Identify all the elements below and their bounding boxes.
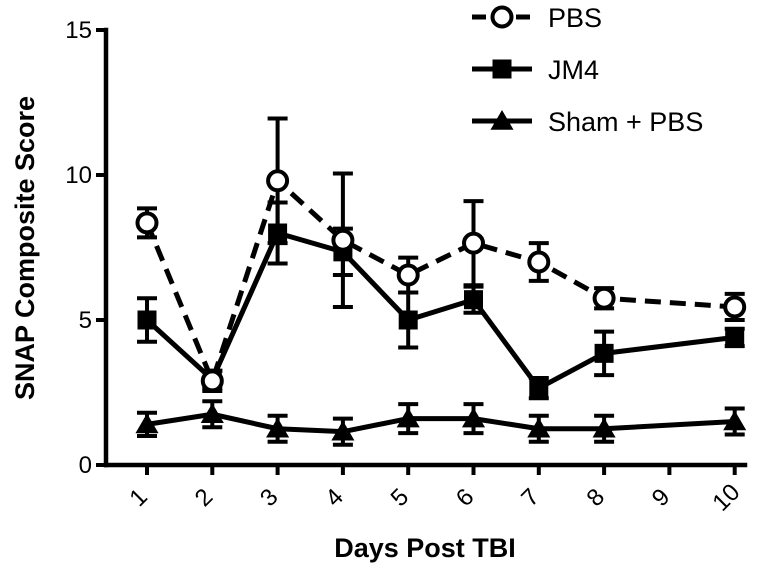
legend-label: JM4: [548, 55, 599, 85]
legend-item: PBS: [472, 3, 602, 33]
x-tick-label: 5: [386, 483, 415, 512]
x-tick-label: 3: [255, 483, 284, 512]
data-point: [464, 290, 483, 310]
data-point: [396, 263, 420, 287]
data-point: [725, 327, 745, 347]
data-point: [723, 410, 747, 431]
data-point: [331, 228, 355, 252]
x-tick-label: 2: [190, 483, 219, 512]
data-point: [266, 417, 290, 438]
data-point: [462, 231, 485, 255]
series-pbs: [135, 116, 747, 394]
legend: PBS JM4 Sham + PBS: [472, 3, 703, 137]
y-tick-label: 15: [65, 17, 92, 44]
y-tick-label: 5: [79, 307, 92, 334]
data-point: [396, 407, 420, 428]
data-point: [200, 403, 224, 424]
series-sham-pbs: [135, 399, 747, 447]
x-tick-label: 7: [516, 483, 545, 512]
x-tick-label: 1: [124, 483, 153, 512]
data-point: [135, 413, 159, 434]
x-tick-label: 10: [707, 479, 745, 517]
data-point: [135, 211, 159, 235]
series-line: [146, 411, 735, 435]
data-point: [723, 295, 747, 319]
data-point: [266, 169, 290, 193]
data-point: [594, 343, 614, 363]
data-point: [592, 417, 616, 438]
x-tick-label: 4: [320, 483, 349, 512]
x-tick-label: 9: [647, 483, 676, 512]
data-point: [527, 250, 551, 274]
legend-label: Sham + PBS: [548, 107, 703, 137]
legend-label: PBS: [548, 3, 602, 33]
legend-item: JM4: [472, 55, 599, 85]
data-point: [527, 417, 551, 438]
y-tick-label: 0: [79, 452, 92, 479]
axes: [103, 27, 748, 468]
x-tick-label: 6: [451, 483, 480, 512]
legend-marker: [490, 5, 514, 29]
data-point: [592, 286, 616, 310]
series-line: [145, 230, 736, 391]
data-point: [200, 369, 224, 393]
y-axis-title: SNAP Composite Score: [10, 96, 40, 400]
data-point: [137, 310, 157, 330]
x-tick-label: 8: [582, 483, 611, 512]
legend-marker: [490, 110, 514, 130]
series-line: [144, 178, 735, 384]
plot-area: [135, 116, 747, 447]
legend-marker: [492, 59, 512, 79]
y-tick-label: 10: [65, 162, 92, 189]
data-point: [331, 420, 355, 441]
data-point: [529, 378, 549, 398]
data-point: [398, 310, 418, 330]
x-axis-title: Days Post TBI: [334, 533, 516, 563]
legend-item: Sham + PBS: [472, 107, 703, 137]
data-point: [461, 407, 486, 428]
